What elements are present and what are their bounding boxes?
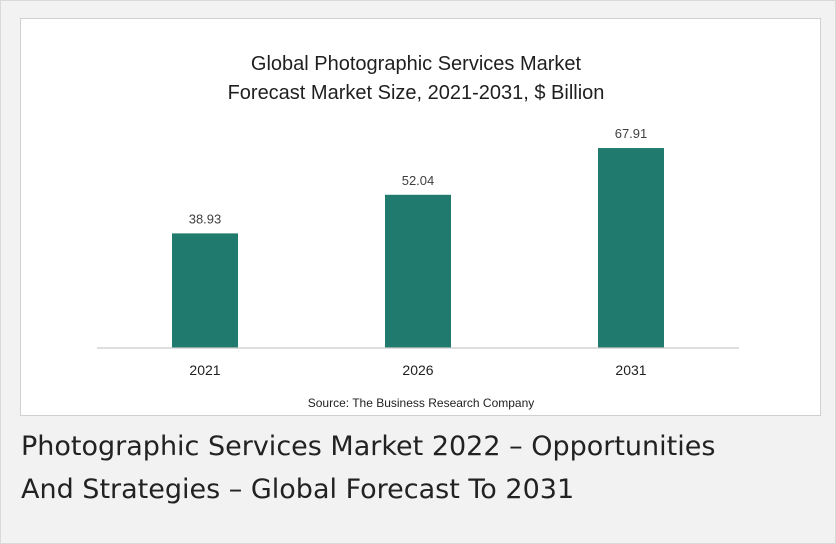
x-tick-label-2026: 2026 — [402, 362, 433, 378]
bar-2031 — [598, 148, 664, 348]
chart-source: Source: The Business Research Company — [308, 396, 535, 410]
bar-2021 — [172, 233, 238, 348]
chart-title-line-2: Forecast Market Size, 2021-2031, $ Billi… — [228, 82, 605, 104]
chart-image: Global Photographic Services Market Fore… — [20, 18, 821, 416]
value-label-2021: 38.93 — [189, 211, 222, 226]
x-tick-label-2031: 2031 — [615, 362, 646, 378]
value-label-2026: 52.04 — [402, 173, 435, 188]
bar-chart: Global Photographic Services Market Fore… — [97, 53, 739, 410]
value-label-2031: 67.91 — [615, 126, 648, 141]
chart-title-line-1: Global Photographic Services Market — [251, 53, 582, 75]
bar-2026 — [385, 194, 451, 348]
page-caption: Photographic Services Market 2022 – Oppo… — [21, 425, 811, 511]
caption-line-2: And Strategies – Global Forecast To 2031 — [21, 474, 575, 505]
caption-line-1: Photographic Services Market 2022 – Oppo… — [21, 431, 716, 462]
x-tick-label-2021: 2021 — [189, 362, 220, 378]
